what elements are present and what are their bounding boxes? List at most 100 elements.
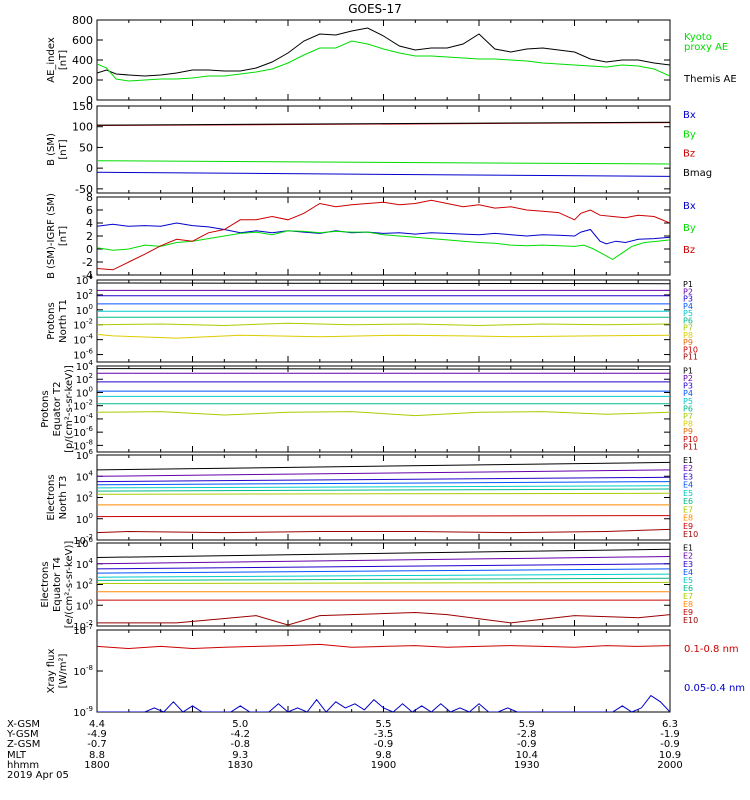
axis-value: -4.2 [230,729,250,740]
axis-value: -2.8 [517,729,537,740]
y-tick-label: 4 [86,217,93,230]
y-tick-label: 100 [76,598,93,612]
axis-value: 1800 [84,760,109,771]
series-en-e5 [97,485,670,489]
axis-row-label: hhmm [7,760,39,771]
y-axis-label: B (SM) [46,133,57,166]
series-ee-e5 [97,573,670,578]
legend-entry: P3 [683,295,693,304]
series-bsm-by [97,160,670,165]
panel-frame [96,196,671,276]
panel-ee: 106 104 102 100 10-2 Electrons Equator T4 [e/(c… [40,536,698,633]
legend-entry: P1 [683,366,693,375]
series-ae-kyoto-proxy-ae [97,40,670,82]
legend-entry: Bz [683,245,695,256]
y-tick-label: 10-6 [73,348,93,362]
panel-frame [96,629,671,713]
y-tick-label: 8 [86,191,93,204]
legend-entry: Bmag [683,168,712,179]
legend-entry: 0.05-0.4 nm [684,683,745,694]
y-axis-label: Protons [40,390,51,427]
y-tick-label: 100 [76,303,93,317]
axis-value: -0.7 [87,739,107,750]
y-tick-label: 200 [72,74,93,87]
series-pe-p7 [97,411,670,417]
y-axis-label: [nT] [58,50,69,70]
legend-entry: P1 [683,280,693,289]
legend-entry: E10 [683,530,698,539]
series-en-e10 [97,528,670,534]
axis-row-label: X-GSM [7,719,40,730]
series-ee-e6 [97,577,670,581]
legend-entry: P6 [683,316,693,325]
legend-entry: P11 [683,353,698,362]
axis-value: 8.8 [89,750,105,761]
legend-entry: E6 [683,584,693,593]
legend-entry: P10 [683,345,698,354]
y-axis-label: AE_index [46,37,57,83]
panel-frame [96,19,671,101]
y-tick-label: 104 [76,359,94,373]
y-tick-label: 10-2 [73,318,93,332]
legend-entry: P2 [683,374,693,383]
series-bigrf-by [97,230,670,260]
axis-date-label: 2019 Apr 05 [7,770,69,781]
y-tick-label: 106 [76,448,94,462]
series-pn-p7 [97,322,670,327]
legend-entry: E9 [683,608,693,617]
plot-title: GOES-17 [348,2,402,16]
y-axis-label: North T3 [58,476,69,520]
legend-entry: P2 [683,287,693,296]
y-axis-label: Equator T2 [52,382,63,437]
y-tick-label: 10-4 [73,412,93,426]
legend-entry: E3 [683,472,693,481]
series-en-e3 [97,476,670,483]
series-xray-0-05-0-4-nm [97,694,670,712]
series-en-e7 [97,492,670,495]
series-bigrf-bz [97,199,670,271]
legend-entry: E6 [683,497,693,506]
legend-entry: By [683,223,696,234]
axis-row-label: Y-GSM [6,729,39,740]
y-tick-label: 10-2 [73,533,93,547]
y-tick-label: 0 [86,243,93,256]
y-tick-label: 800 [72,14,93,27]
legend-entry: 0.1-0.8 nm [684,644,739,655]
series-pn-p1 [97,282,670,285]
y-tick-label: 6 [86,204,93,217]
y-tick-label: 102 [76,578,93,592]
series-ee-e3 [97,563,670,570]
y-tick-label: 10-9 [73,705,93,719]
axis-value: 9.3 [232,750,248,761]
series-en-e2 [97,469,670,477]
y-axis-label: Electrons [46,474,57,520]
legend-entry: E2 [683,552,693,561]
panel-frame [96,105,671,194]
y-tick-label: 104 [76,273,94,287]
axis-value: 10.9 [659,750,681,761]
y-tick-label: 102 [76,372,93,386]
y-tick-label: 0 [86,162,93,175]
series-ee-e4 [97,568,670,574]
legend-entry: E1 [683,544,693,553]
y-tick-label: 600 [72,34,93,47]
legend-entry: P9 [683,338,693,347]
y-tick-label: -50 [75,183,93,196]
y-tick-label: 100 [76,512,93,526]
legend-entry: By [683,129,696,140]
axis-value: 9.8 [376,750,392,761]
legend-entry: Kyoto [684,32,712,43]
y-tick-label: 10-6 [73,425,93,439]
series-en-e9 [97,515,670,518]
axis-value: -0.8 [230,739,250,750]
series-bsm-bx [97,171,670,177]
y-tick-label: -4 [82,269,93,282]
legend-entry: E7 [683,592,693,601]
series-en-e6 [97,488,670,492]
axis-value: 1830 [228,760,253,771]
series-bsm-bmag [97,121,670,126]
legend-entry: Themis AE [683,74,737,85]
